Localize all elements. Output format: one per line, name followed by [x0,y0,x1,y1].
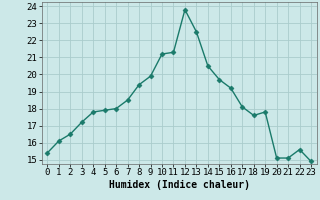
X-axis label: Humidex (Indice chaleur): Humidex (Indice chaleur) [109,180,250,190]
